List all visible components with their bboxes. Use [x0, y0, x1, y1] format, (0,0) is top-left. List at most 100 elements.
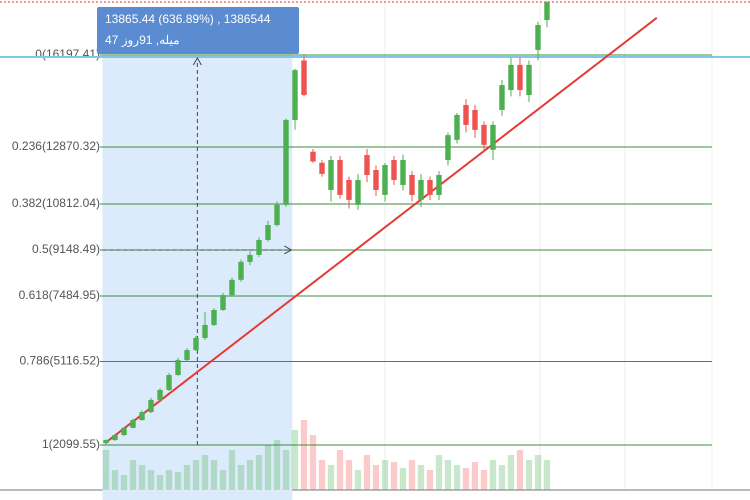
- volume-bar: [336, 450, 344, 490]
- candle-body: [112, 435, 118, 441]
- candle-body: [409, 174, 415, 195]
- volume-bar: [147, 470, 155, 490]
- candle-body: [463, 104, 469, 125]
- fib-label: 1(2099.55): [42, 437, 100, 451]
- volume-bar: [426, 470, 434, 490]
- candle-body: [382, 165, 388, 195]
- volume-bar: [390, 462, 398, 490]
- fib-label: 0(16197.41): [35, 47, 100, 61]
- candle-body: [454, 114, 460, 140]
- candle-body: [292, 70, 298, 120]
- volume-bar: [318, 460, 326, 490]
- candle-body: [427, 179, 433, 195]
- volume-bar: [507, 455, 515, 490]
- volume-bar: [102, 450, 110, 490]
- fib-label: 0.618(7484.95): [19, 288, 100, 302]
- candle-body: [445, 135, 451, 161]
- volume-bar: [534, 455, 542, 490]
- volume-bar: [516, 450, 524, 490]
- candle-body: [517, 64, 523, 91]
- candle-body: [499, 85, 505, 110]
- candle-body: [472, 109, 478, 130]
- candle-body: [328, 160, 334, 190]
- volume-bar: [246, 460, 254, 490]
- candle-body: [247, 254, 253, 262]
- fib-label: 0.786(5116.52): [19, 354, 100, 368]
- volume-bar: [291, 430, 299, 490]
- trend-line: [104, 17, 658, 444]
- volume-bar: [219, 470, 227, 490]
- volume-bar: [444, 460, 452, 490]
- volume-bar: [525, 460, 533, 490]
- volume-bar: [381, 460, 389, 490]
- candle-body: [103, 440, 109, 444]
- candle-body: [238, 261, 244, 280]
- candle-body: [436, 174, 442, 195]
- tooltip-text: میله, 91روز 47: [105, 33, 180, 47]
- candle-body: [391, 160, 397, 180]
- volume-bar: [327, 465, 335, 490]
- volume-bar: [120, 475, 128, 490]
- volume-bar: [165, 470, 173, 490]
- candle-body: [364, 155, 370, 175]
- fib-label: 0.5(9148.49): [32, 242, 100, 256]
- volume-bar: [453, 465, 461, 490]
- arrow-head: [284, 245, 293, 255]
- volume-bar: [264, 445, 272, 490]
- candle-body: [121, 427, 127, 436]
- volume-bar: [471, 462, 479, 490]
- volume-bar: [174, 472, 182, 490]
- candle-body: [193, 337, 199, 351]
- volume-bar: [480, 470, 488, 490]
- candle-body: [490, 124, 496, 150]
- candle-body: [211, 309, 217, 325]
- fib-label: 0.236(12870.32): [12, 139, 100, 153]
- volume-bar: [192, 460, 200, 490]
- candle-body: [508, 64, 514, 91]
- candle-body: [166, 374, 172, 390]
- volume-bar: [201, 455, 209, 490]
- volume-bar: [111, 470, 119, 490]
- volume-bar: [237, 465, 245, 490]
- candle-body: [229, 279, 235, 296]
- volume-bar: [309, 435, 317, 490]
- volume-bar: [345, 460, 353, 490]
- volume-bar: [282, 450, 290, 490]
- candle-body: [148, 399, 154, 413]
- volume-bar: [372, 465, 380, 490]
- volume-bar: [228, 450, 236, 490]
- volume-bar: [489, 460, 497, 490]
- volume-bar: [354, 470, 362, 490]
- arrow-head: [192, 56, 202, 66]
- candle-body: [310, 151, 316, 162]
- volume-bar: [417, 465, 425, 490]
- candle-body: [535, 25, 541, 50]
- candle-body: [400, 160, 406, 185]
- volume-bar: [363, 455, 371, 490]
- candle-body: [175, 360, 181, 375]
- candle-body: [265, 225, 271, 240]
- candle-body: [220, 295, 226, 310]
- candle-body: [526, 64, 532, 96]
- candle-body: [319, 162, 325, 174]
- volume-bar: [138, 465, 146, 490]
- volume-bar: [408, 460, 416, 490]
- candle-body: [355, 179, 361, 205]
- candle-body: [274, 204, 280, 226]
- volume-bar: [255, 455, 263, 490]
- volume-bar: [273, 440, 281, 490]
- candle-body: [130, 420, 136, 428]
- volume-bar: [300, 420, 308, 490]
- tooltip-text: 13865.44 (636.89%) , 1386544: [105, 12, 271, 26]
- candle-body: [184, 350, 190, 361]
- volume-bar: [129, 460, 137, 490]
- candle-body: [283, 119, 289, 205]
- candle-body: [373, 170, 379, 190]
- volume-bar: [435, 455, 443, 490]
- tooltip-box: [97, 7, 299, 54]
- candle-body: [346, 179, 352, 200]
- candle-body: [337, 160, 343, 195]
- candle-body: [481, 124, 487, 145]
- volume-bar: [462, 468, 470, 490]
